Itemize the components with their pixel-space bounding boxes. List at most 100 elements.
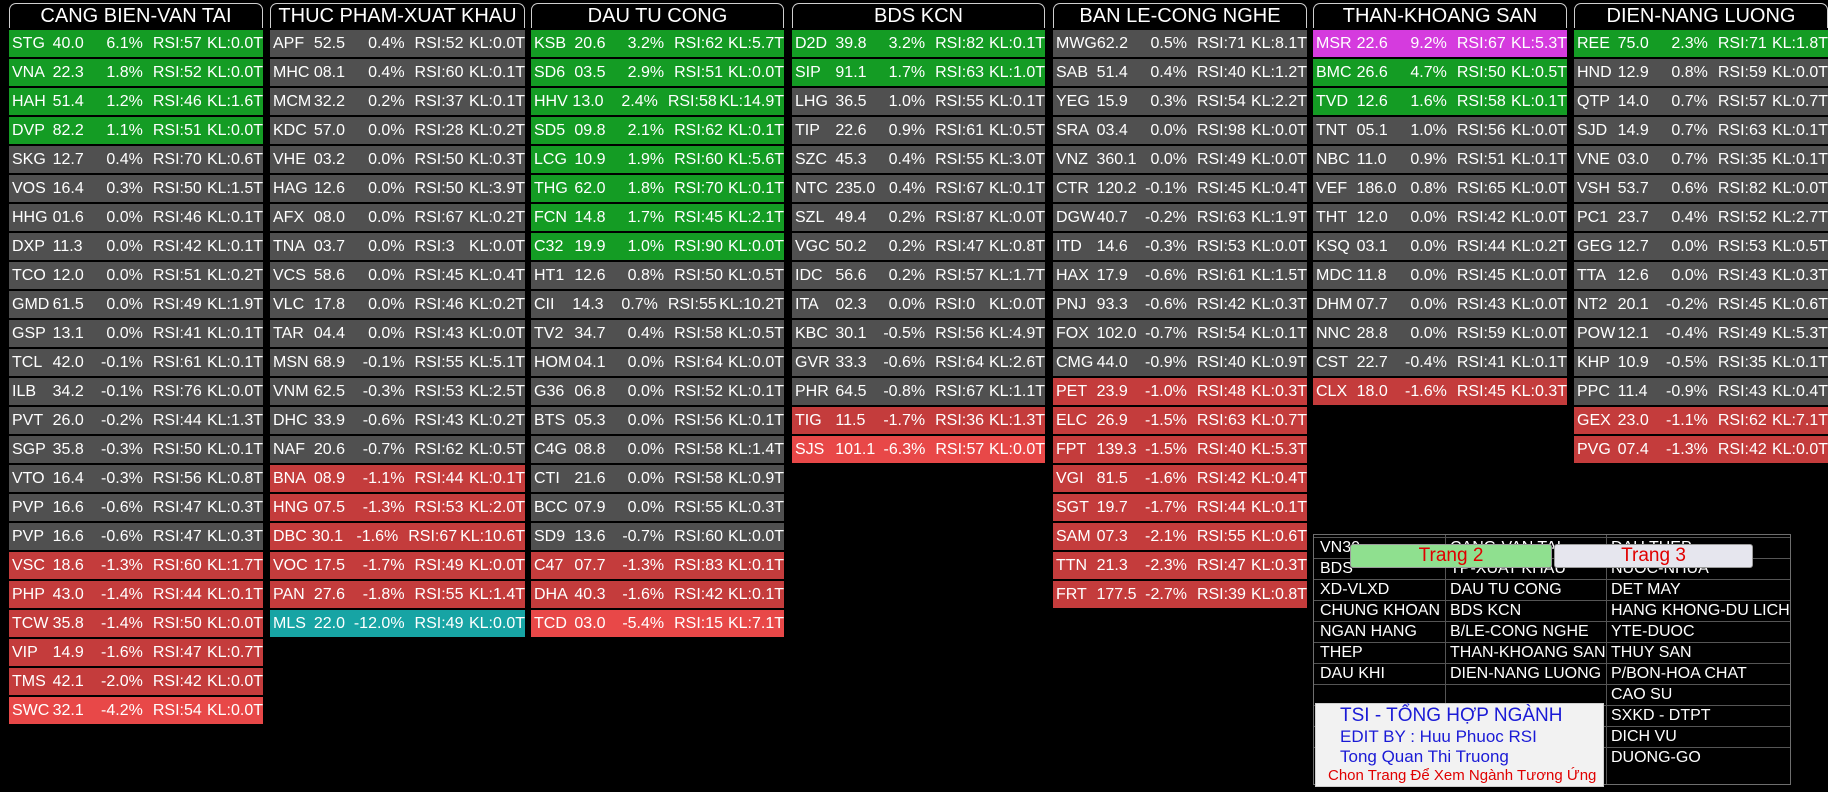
stock-row[interactable]: TCD 03.0 -5.4% RSI:15 KL:7.1T [531,610,784,637]
stock-row[interactable]: PVT 26.0 -0.2% RSI:44 KL:1.3T [9,407,263,434]
stock-row[interactable]: DBC 30.1 -1.6% RSI:67 KL:10.6T [270,523,525,550]
stock-row[interactable]: HHG 01.6 0.0% RSI:46 KL:0.1T [9,204,263,231]
stock-row[interactable]: KBC 30.1 -0.5% RSI:56 KL:4.9T [792,320,1045,347]
stock-row[interactable]: VSC 18.6 -1.3% RSI:60 KL:1.7T [9,552,263,579]
stock-row[interactable]: IDC 56.6 0.2% RSI:57 KL:1.7T [792,262,1045,289]
stock-row[interactable]: TAR 04.4 0.0% RSI:43 KL:0.0T [270,320,525,347]
stock-row[interactable]: DXP 11.3 0.0% RSI:42 KL:0.1T [9,233,263,260]
menu-item[interactable]: XD-VLXD [1320,581,1390,598]
stock-row[interactable]: FPT 139.3 -1.5% RSI:40 KL:5.3T [1053,436,1307,463]
sector-header[interactable]: BDS KCN [792,3,1045,28]
stock-row[interactable]: AFX 08.0 0.0% RSI:67 KL:0.2T [270,204,525,231]
stock-row[interactable]: HHV 13.0 2.4% RSI:58 KL:14.9T [531,88,784,115]
menu-item[interactable]: DIEN-NANG LUONG [1450,665,1602,682]
stock-row[interactable]: HNG 07.5 -1.3% RSI:53 KL:2.0T [270,494,525,521]
menu-item[interactable]: THEP [1320,644,1363,661]
stock-row[interactable]: GSP 13.1 0.0% RSI:41 KL:0.1T [9,320,263,347]
stock-row[interactable]: VNZ 360.1 0.0% RSI:49 KL:0.0T [1053,146,1307,173]
stock-row[interactable]: VNE 03.0 0.7% RSI:35 KL:0.1T [1574,146,1828,173]
sector-header[interactable]: DIEN-NANG LUONG [1574,3,1828,28]
stock-row[interactable]: TIP 22.6 0.9% RSI:61 KL:0.5T [792,117,1045,144]
menu-item[interactable]: DET MAY [1611,581,1681,598]
stock-row[interactable]: MWG 62.2 0.5% RSI:71 KL:8.1T [1053,30,1307,57]
stock-row[interactable]: TTN 21.3 -2.3% RSI:47 KL:0.3T [1053,552,1307,579]
menu-item[interactable]: HANG KHONG-DU LICH [1611,602,1790,619]
stock-row[interactable]: PC1 23.7 0.4% RSI:52 KL:2.7T [1574,204,1828,231]
stock-row[interactable]: G36 06.8 0.0% RSI:52 KL:0.1T [531,378,784,405]
stock-row[interactable]: D2D 39.8 3.2% RSI:82 KL:0.1T [792,30,1045,57]
stock-row[interactable]: HT1 12.6 0.8% RSI:50 KL:0.5T [531,262,784,289]
stock-row[interactable]: PVP 16.6 -0.6% RSI:47 KL:0.3T [9,523,263,550]
menu-item[interactable]: SXKD - DTPT [1611,707,1711,724]
sector-header[interactable]: DAU TU CONG [531,3,784,28]
stock-row[interactable]: SD9 13.6 -0.7% RSI:60 KL:0.0T [531,523,784,550]
stock-row[interactable]: VGC 50.2 0.2% RSI:47 KL:0.8T [792,233,1045,260]
stock-row[interactable]: HAX 17.9 -0.6% RSI:61 KL:1.5T [1053,262,1307,289]
stock-row[interactable]: HAH 51.4 1.2% RSI:46 KL:1.6T [9,88,263,115]
sector-header[interactable]: THUC PHAM-XUAT KHAU [270,3,525,28]
stock-row[interactable]: TCW 35.8 -1.4% RSI:50 KL:0.0T [9,610,263,637]
sector-header[interactable]: THAN-KHOANG SAN [1313,3,1567,28]
menu-item[interactable]: CAO SU [1611,686,1673,703]
stock-row[interactable]: PET 23.9 -1.0% RSI:48 KL:0.3T [1053,378,1307,405]
stock-row[interactable]: QTP 14.0 0.7% RSI:57 KL:0.7T [1574,88,1828,115]
stock-row[interactable]: KSB 20.6 3.2% RSI:62 KL:5.7T [531,30,784,57]
menu-item[interactable]: B/LE-CONG NGHE [1450,623,1589,640]
stock-row[interactable]: VSH 53.7 0.6% RSI:82 KL:0.0T [1574,175,1828,202]
stock-row[interactable]: POW 12.1 -0.4% RSI:49 KL:5.3T [1574,320,1828,347]
stock-row[interactable]: SZC 45.3 0.4% RSI:55 KL:3.0T [792,146,1045,173]
stock-row[interactable]: PVG 07.4 -1.3% RSI:42 KL:0.0T [1574,436,1828,463]
stock-row[interactable]: STG 40.0 6.1% RSI:57 KL:0.0T [9,30,263,57]
stock-row[interactable]: BMC 26.6 4.7% RSI:50 KL:0.5T [1313,59,1567,86]
stock-row[interactable]: SRA 03.4 0.0% RSI:98 KL:0.0T [1053,117,1307,144]
stock-row[interactable]: BNA 08.9 -1.1% RSI:44 KL:0.1T [270,465,525,492]
stock-row[interactable]: DHM 07.7 0.0% RSI:43 KL:0.0T [1313,291,1567,318]
stock-row[interactable]: MLS 22.0 -12.0% RSI:49 KL:0.0T [270,610,525,637]
stock-row[interactable]: TCL 42.0 -0.1% RSI:61 KL:0.1T [9,349,263,376]
stock-row[interactable]: YEG 15.9 0.3% RSI:54 KL:2.2T [1053,88,1307,115]
stock-row[interactable]: VIP 14.9 -1.6% RSI:47 KL:0.7T [9,639,263,666]
stock-row[interactable]: MSR 22.6 9.2% RSI:67 KL:5.3T [1313,30,1567,57]
stock-row[interactable]: THG 62.0 1.8% RSI:70 KL:0.1T [531,175,784,202]
stock-row[interactable]: VCS 58.6 0.0% RSI:45 KL:0.4T [270,262,525,289]
menu-item[interactable]: YTE-DUOC [1611,623,1695,640]
stock-row[interactable]: PPC 11.4 -0.9% RSI:43 KL:0.4T [1574,378,1828,405]
menu-item[interactable]: P/BON-HOA CHAT [1611,665,1747,682]
stock-row[interactable]: GEX 23.0 -1.1% RSI:62 KL:7.1T [1574,407,1828,434]
stock-row[interactable]: DHC 33.9 -0.6% RSI:43 KL:0.2T [270,407,525,434]
stock-row[interactable]: SAM 07.3 -2.1% RSI:55 KL:0.6T [1053,523,1307,550]
stock-row[interactable]: VHE 03.2 0.0% RSI:50 KL:0.3T [270,146,525,173]
stock-row[interactable]: MCM 32.2 0.2% RSI:37 KL:0.1T [270,88,525,115]
stock-row[interactable]: LCG 10.9 1.9% RSI:60 KL:5.6T [531,146,784,173]
stock-row[interactable]: TCO 12.0 0.0% RSI:51 KL:0.2T [9,262,263,289]
stock-row[interactable]: SJD 14.9 0.7% RSI:63 KL:0.1T [1574,117,1828,144]
stock-row[interactable]: FCN 14.8 1.7% RSI:45 KL:2.1T [531,204,784,231]
stock-row[interactable]: ITA 02.3 0.0% RSI:0 KL:0.0T [792,291,1045,318]
menu-item[interactable]: BDS KCN [1450,602,1522,619]
stock-row[interactable]: SGP 35.8 -0.3% RSI:50 KL:0.1T [9,436,263,463]
stock-row[interactable]: CLX 18.0 -1.6% RSI:45 KL:0.3T [1313,378,1567,405]
stock-row[interactable]: SZL 49.4 0.2% RSI:87 KL:0.0T [792,204,1045,231]
stock-row[interactable]: C4G 08.8 0.0% RSI:58 KL:1.4T [531,436,784,463]
stock-row[interactable]: HOM 04.1 0.0% RSI:64 KL:0.0T [531,349,784,376]
stock-row[interactable]: VEF 186.0 0.8% RSI:65 KL:0.0T [1313,175,1567,202]
stock-row[interactable]: VOC 17.5 -1.7% RSI:49 KL:0.0T [270,552,525,579]
stock-row[interactable]: TV2 34.7 0.4% RSI:58 KL:0.5T [531,320,784,347]
menu-item[interactable]: BDS [1320,560,1353,577]
stock-row[interactable]: PHR 64.5 -0.8% RSI:67 KL:1.1T [792,378,1045,405]
stock-row[interactable]: NBC 11.0 0.9% RSI:51 KL:0.1T [1313,146,1567,173]
stock-row[interactable]: MHC 08.1 0.4% RSI:60 KL:0.1T [270,59,525,86]
stock-row[interactable]: TMS 42.1 -2.0% RSI:42 KL:0.0T [9,668,263,695]
sector-header[interactable]: CANG BIEN-VAN TAI [9,3,263,28]
stock-row[interactable]: GVR 33.3 -0.6% RSI:64 KL:2.6T [792,349,1045,376]
stock-row[interactable]: VOS 16.4 0.3% RSI:50 KL:1.5T [9,175,263,202]
stock-row[interactable]: PHP 43.0 -1.4% RSI:44 KL:0.1T [9,581,263,608]
stock-row[interactable]: TTA 12.6 0.0% RSI:43 KL:0.3T [1574,262,1828,289]
stock-row[interactable]: SAB 51.4 0.4% RSI:40 KL:1.2T [1053,59,1307,86]
page-2-button[interactable]: Trang 2 [1350,544,1552,568]
stock-row[interactable]: VTO 16.4 -0.3% RSI:56 KL:0.8T [9,465,263,492]
stock-row[interactable]: CTI 21.6 0.0% RSI:58 KL:0.9T [531,465,784,492]
stock-row[interactable]: VGI 81.5 -1.6% RSI:42 KL:0.4T [1053,465,1307,492]
stock-row[interactable]: CTR 120.2 -0.1% RSI:45 KL:0.4T [1053,175,1307,202]
info-overview[interactable]: Tong Quan Thi Truong [1340,747,1509,766]
